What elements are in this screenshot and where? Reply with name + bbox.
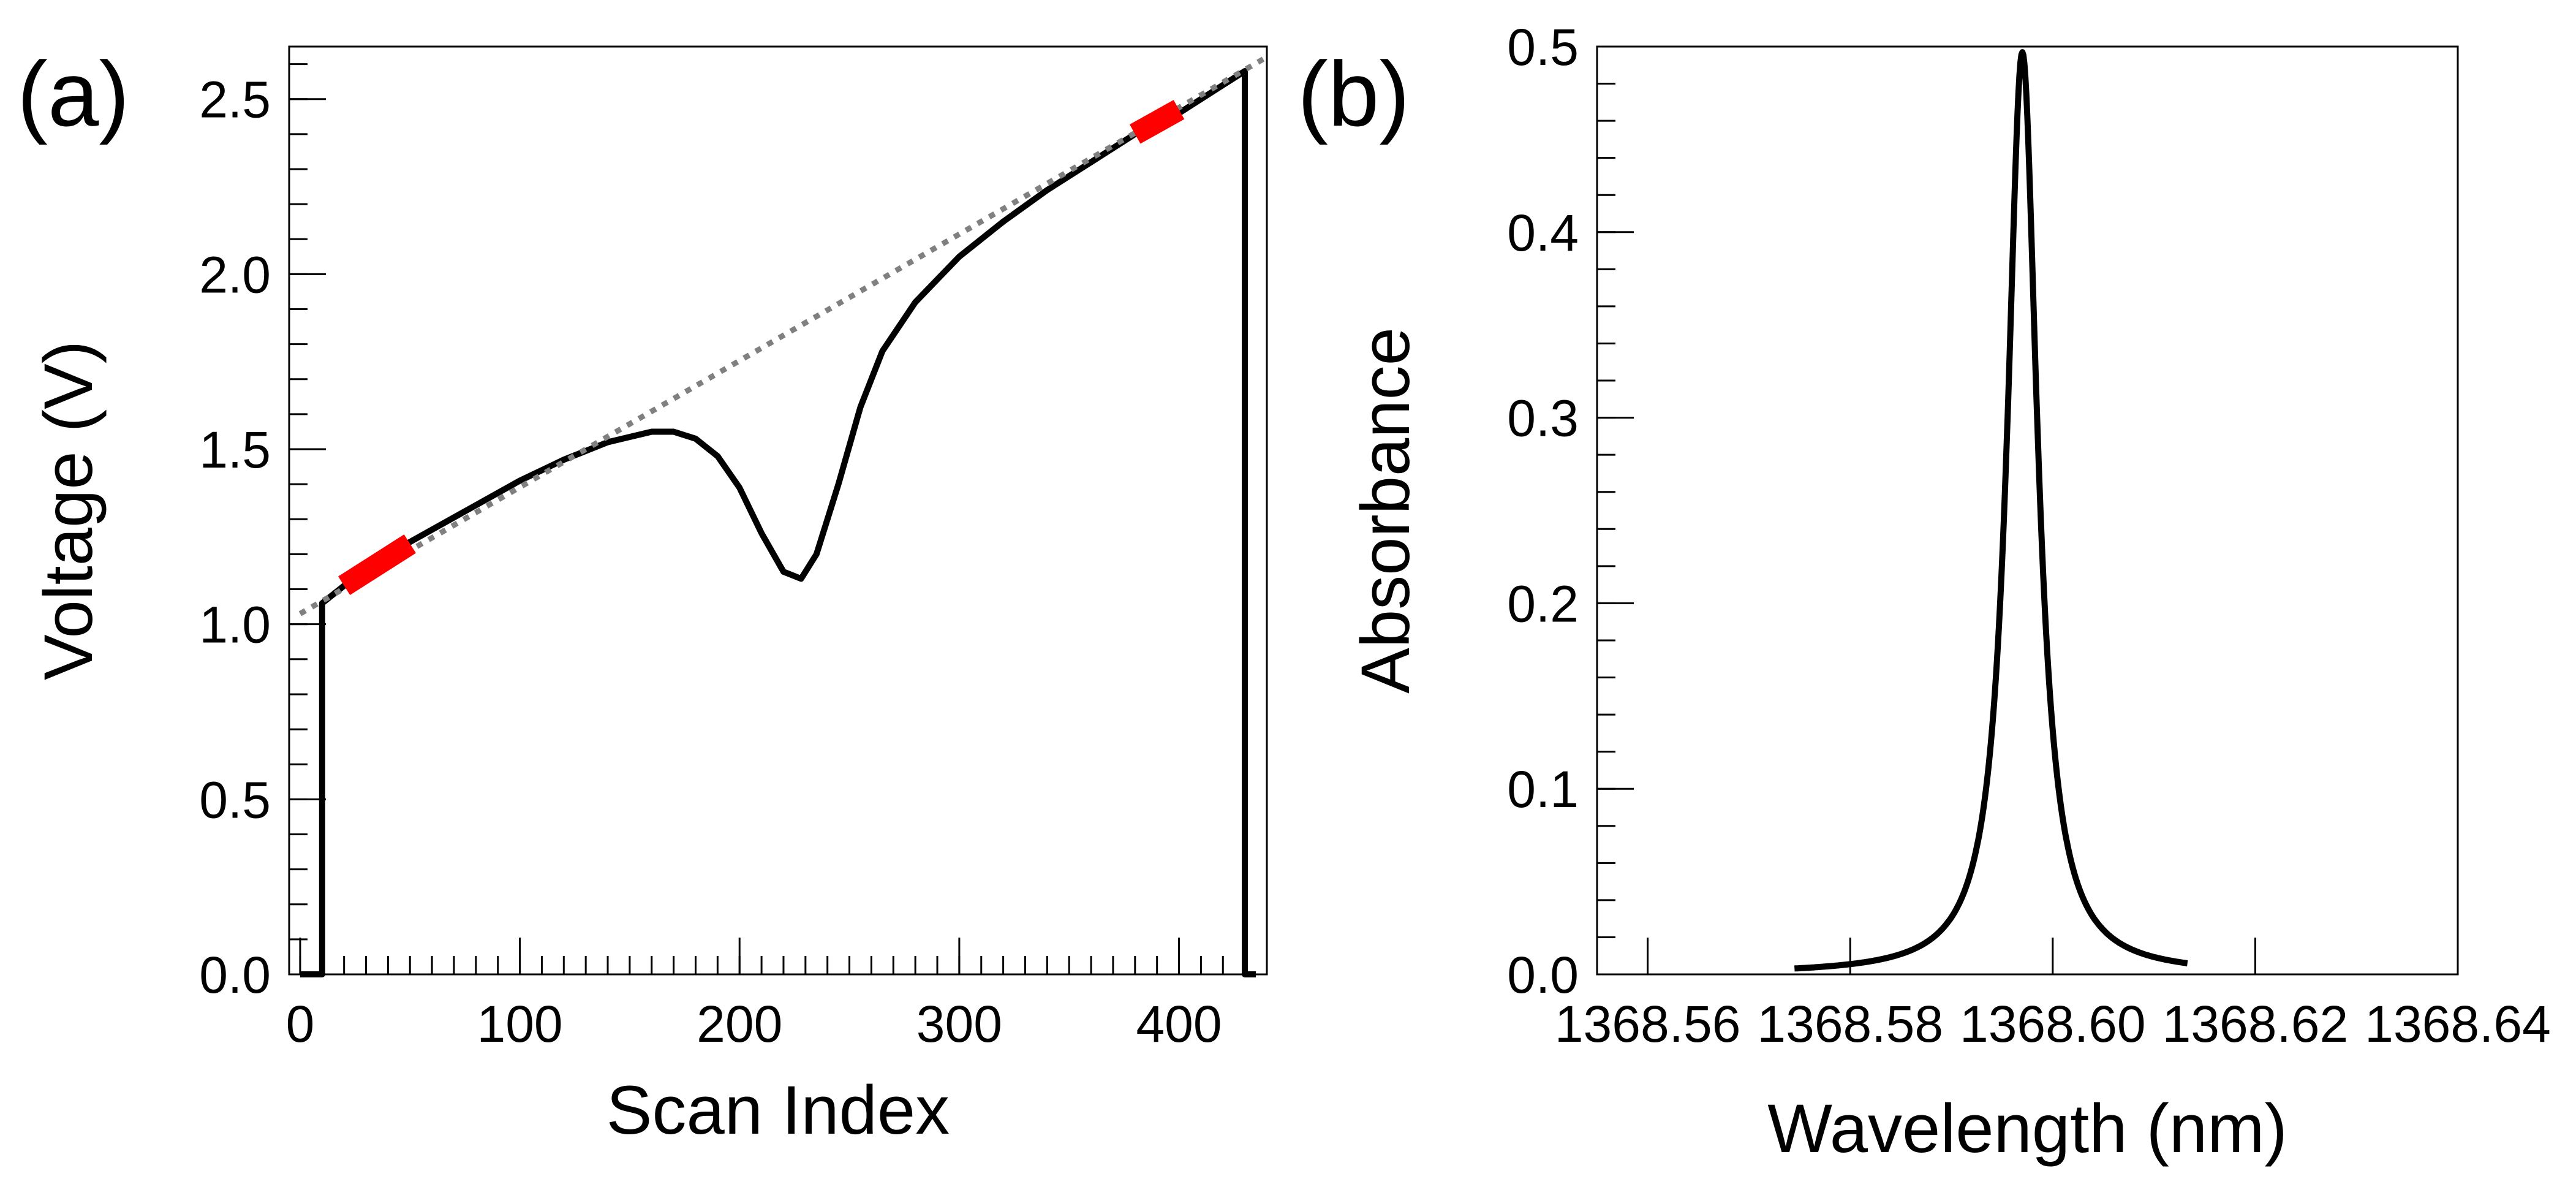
y-tick-label: 0.5 bbox=[199, 771, 271, 829]
x-tick-label: 300 bbox=[916, 995, 1002, 1053]
y-tick-label: 0.1 bbox=[1507, 760, 1579, 818]
y-tick-label: 1.5 bbox=[199, 421, 271, 479]
fit-region-segment bbox=[1130, 100, 1185, 144]
panel-label: (a) bbox=[17, 42, 129, 145]
x-axis-label: Wavelength (nm) bbox=[1767, 1090, 2287, 1167]
y-tick-label: 2.5 bbox=[199, 71, 271, 129]
x-tick-label: 1368.62 bbox=[2162, 995, 2349, 1053]
x-tick-label: 1368.64 bbox=[2365, 995, 2551, 1053]
data-line bbox=[1792, 49, 2190, 972]
x-axis-label: Scan Index bbox=[606, 1072, 950, 1148]
y-tick-label: 2.0 bbox=[199, 246, 271, 303]
x-tick-label: 200 bbox=[697, 995, 782, 1053]
y-tick-label: 0.2 bbox=[1507, 575, 1579, 632]
data-line bbox=[300, 68, 1256, 977]
x-tick-label: 1368.56 bbox=[1555, 995, 1741, 1053]
y-tick-label: 0.4 bbox=[1507, 204, 1579, 262]
y-tick-label: 0.0 bbox=[1507, 946, 1579, 1004]
x-tick-label: 1368.60 bbox=[1960, 995, 2146, 1053]
y-tick-label: 0.0 bbox=[199, 946, 271, 1004]
baseline-fit-line bbox=[298, 55, 1267, 616]
y-axis-label: Voltage (V) bbox=[30, 341, 107, 680]
panel-a: 0 100 200 300 400 0.0 0.5 1.0 1.5 2.0 2.5 Scan Inde… bbox=[17, 42, 1268, 1148]
x-tick-label: 100 bbox=[477, 995, 563, 1053]
y-tick-label: 0.5 bbox=[1507, 18, 1579, 76]
plot-frame bbox=[288, 45, 1268, 976]
plot-frame bbox=[1596, 45, 2459, 976]
panel-label: (b) bbox=[1297, 42, 1410, 145]
fit-region-segment bbox=[338, 534, 416, 595]
y-tick-label: 1.0 bbox=[199, 596, 271, 654]
y-tick-label: 0.3 bbox=[1507, 390, 1579, 447]
panel-b: 1368.56 1368.58 1368.60 1368.62 1368.64 0.0 0.… bbox=[1297, 18, 2551, 1167]
x-tick-label: 400 bbox=[1136, 995, 1222, 1053]
y-axis-label: Absorbance bbox=[1347, 327, 1424, 694]
x-tick-label: 0 bbox=[286, 995, 315, 1053]
x-tick-label: 1368.58 bbox=[1757, 995, 1943, 1053]
